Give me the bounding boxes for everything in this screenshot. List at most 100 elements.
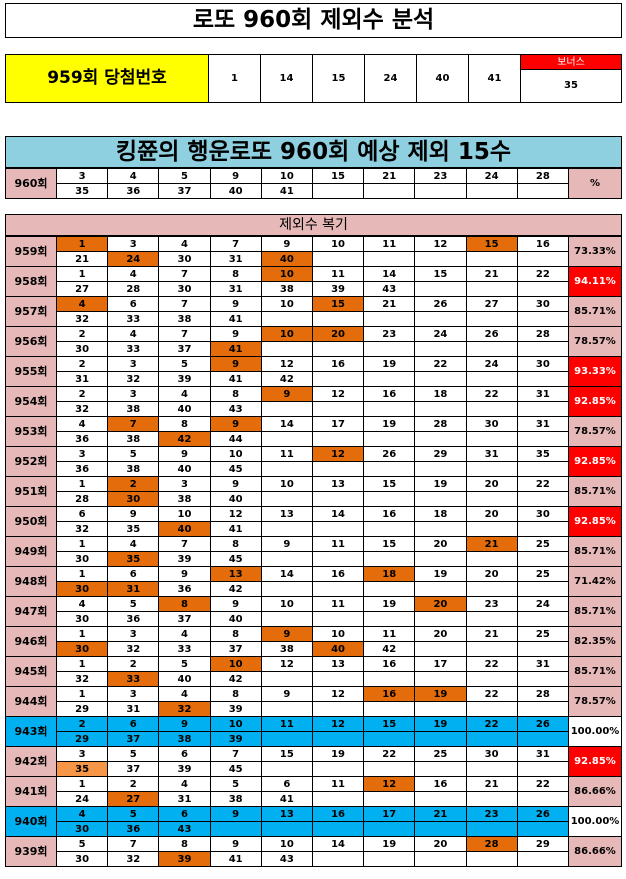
history-cell: 37 [158, 341, 211, 357]
history-cell: 6 [260, 776, 313, 792]
history-cell [260, 401, 313, 417]
history-cell: 24 [465, 356, 518, 372]
history-cell: 31 [107, 701, 160, 717]
history-cell [465, 281, 518, 297]
history-cell: 38 [107, 401, 160, 417]
history-cell [414, 431, 467, 447]
history-cell [260, 341, 313, 357]
history-cell [363, 551, 416, 567]
history-cell: 26 [516, 806, 570, 822]
history-cell [414, 281, 467, 297]
history-cell: 14 [260, 566, 313, 582]
history-cell [414, 311, 467, 327]
history-cell [414, 521, 467, 537]
history-cell [465, 521, 518, 537]
history-label: 941회 [5, 776, 57, 807]
history-cell [465, 431, 518, 447]
history-cell: 40 [260, 251, 313, 267]
history-cell [414, 461, 467, 477]
history-pct: 92.85% [568, 746, 622, 777]
history-label: 952회 [5, 446, 57, 477]
history-cell [414, 671, 467, 687]
history-cell: 11 [260, 716, 313, 732]
history-cell: 41 [209, 521, 262, 537]
history-cell [363, 611, 416, 627]
history-cell: 21 [465, 266, 518, 282]
history-cell: 1 [55, 266, 109, 282]
history-row: 24 27 31 38 41 [6, 791, 622, 807]
history-cell: 7 [158, 266, 211, 282]
history-cell: 23 [465, 596, 518, 612]
history-cell: 42 [209, 581, 262, 597]
history-pct: 73.33% [568, 236, 622, 267]
history-cell [465, 341, 518, 357]
history-pct: 92.85% [568, 506, 622, 537]
history-cell: 24 [107, 251, 160, 267]
history-cell: 7 [158, 326, 211, 342]
history-row: 941회 1 2 4 5 6 11 12 16 21 22 86.66% [5, 776, 622, 807]
history-cell [414, 491, 467, 507]
history-cell: 29 [55, 731, 109, 747]
history-pct: 86.66% [568, 776, 622, 807]
history-cell: 38 [107, 431, 160, 447]
history-cell: 3 [55, 746, 109, 762]
winning-number: 14 [261, 54, 313, 103]
history-cell [465, 671, 518, 687]
history-cell: 13 [311, 656, 365, 672]
history-cell: 12 [260, 656, 313, 672]
history-cell: 20 [465, 506, 518, 522]
history-cell [465, 611, 518, 627]
history-cell: 3 [55, 446, 109, 462]
history-cell [516, 251, 570, 267]
history-cell [260, 701, 313, 717]
history-label: 943회 [5, 716, 57, 747]
history-row: 32 35 40 41 [6, 521, 622, 537]
history-cell: 9 [209, 416, 262, 432]
history-cell: 22 [465, 656, 518, 672]
history-pct: 92.85% [568, 446, 622, 477]
history-table: 959회 1 3 4 7 9 10 11 12 15 16 73.33% 21 24 30 31 40 958회 1… [5, 236, 622, 867]
history-cell [465, 371, 518, 387]
history-cell: 45 [209, 551, 262, 567]
history-row: 954회 2 3 4 8 9 12 16 18 22 31 92.85% [5, 386, 622, 417]
history-cell [465, 581, 518, 597]
history-pct: 78.57% [568, 416, 622, 447]
history-cell: 25 [516, 536, 570, 552]
history-label: 956회 [5, 326, 57, 357]
history-cell: 16 [363, 386, 416, 402]
history-cell [363, 311, 416, 327]
history-cell: 26 [465, 326, 518, 342]
history-cell: 30 [516, 356, 570, 372]
history-cell: 4 [55, 596, 109, 612]
history-cell [311, 821, 365, 837]
history-pct: 85.71% [568, 296, 622, 327]
history-cell [311, 701, 365, 717]
history-label: 945회 [5, 656, 57, 687]
history-pct: 94.11% [568, 266, 622, 297]
history-cell [311, 611, 365, 627]
history-cell: 31 [516, 746, 570, 762]
history-row: 30 31 36 42 [6, 581, 622, 597]
history-cell [516, 791, 570, 807]
history-cell: 33 [107, 311, 160, 327]
history-cell [311, 521, 365, 537]
history-cell: 9 [209, 296, 262, 312]
history-pct: 82.35% [568, 626, 622, 657]
history-cell: 20 [414, 836, 467, 852]
history-cell: 21 [465, 536, 518, 552]
history-cell: 11 [363, 236, 416, 252]
history-cell: 43 [158, 821, 211, 837]
history-cell: 8 [209, 626, 262, 642]
history-cell [516, 731, 570, 747]
history-cell: 37 [107, 761, 160, 777]
history-row: 32 33 40 42 [6, 671, 622, 687]
history-cell: 7 [158, 296, 211, 312]
history-cell: 37 [158, 611, 211, 627]
history-cell: 3 [107, 236, 160, 252]
history-cell: 20 [414, 536, 467, 552]
history-row: 940회 4 5 6 9 13 16 17 21 23 26 100.00% [5, 806, 622, 837]
history-cell: 1 [55, 776, 109, 792]
history-cell [363, 791, 416, 807]
history-cell: 9 [260, 536, 313, 552]
history-cell [363, 461, 416, 477]
